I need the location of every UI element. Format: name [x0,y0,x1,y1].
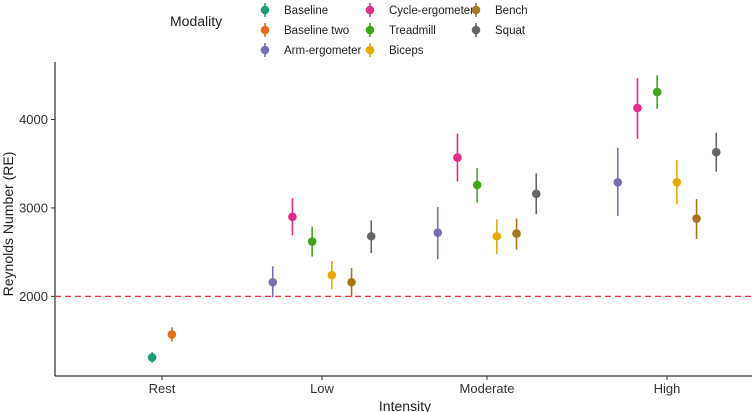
x-tick-label: Low [310,381,334,396]
data-point [652,87,662,97]
legend-label: Biceps [389,45,424,57]
legend-key-dot [260,5,270,15]
data-point [453,153,462,162]
legend-key-dot [365,25,375,35]
data-point [711,147,721,157]
legend-label: Treadmill [389,25,436,37]
legend-key-dot [260,45,270,55]
data-point [512,229,521,238]
legend-label: Squat [495,25,526,37]
data-point [167,330,177,339]
data-point [147,353,157,362]
legend-key-dot [260,25,270,35]
x-tick-label: Rest [149,381,176,396]
data-point [531,189,541,199]
legend-key-dot [365,45,375,55]
x-axis-title: Intensity [379,398,431,412]
legend-key-dot [471,5,481,15]
legend-label: Arm-ergometer [284,45,361,57]
data-point [633,103,642,113]
data-point [347,277,356,287]
data-point [366,231,376,241]
data-point [692,214,701,223]
data-point [613,177,623,187]
legend-key-dot [471,25,481,35]
data-point [672,177,682,187]
data-point [307,237,317,246]
legend-label: Baseline [284,5,328,17]
legend-key-dot [365,5,375,15]
data-point [288,212,297,222]
data-point [327,270,337,280]
x-tick-label: High [654,381,681,396]
data-point [433,228,443,238]
legend-label: Cycle-ergometer [389,5,474,17]
y-tick-label: 4000 [19,112,48,127]
legend: Modality Baseline Baseline two Arm-ergomet… [170,3,528,57]
x-tick-label: Moderate [460,381,515,396]
y-tick-label: 2000 [19,289,48,304]
plot-area: 2000 3000 4000 Rest Low Moderate High [19,62,752,396]
y-tick-label: 3000 [19,200,48,215]
legend-label: Baseline two [284,25,349,37]
legend-label: Bench [495,5,528,17]
data-point [492,231,502,241]
data-point [472,180,482,190]
legend-title: Modality [170,13,222,29]
data-point [268,277,278,287]
y-axis-title: Reynolds Number (RE) [0,152,16,297]
